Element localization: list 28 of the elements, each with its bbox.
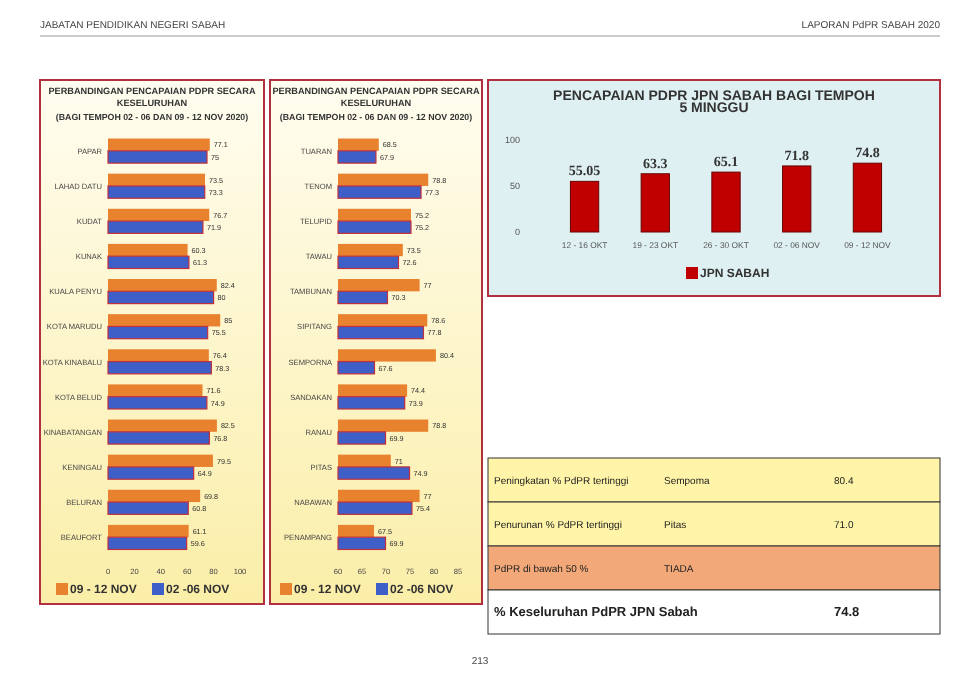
bar xyxy=(107,325,209,340)
bar xyxy=(108,384,203,397)
bar xyxy=(107,150,208,164)
bar xyxy=(569,180,600,233)
bar xyxy=(108,243,188,257)
bar xyxy=(107,360,212,375)
bar xyxy=(107,220,204,234)
bar xyxy=(852,162,883,233)
bar xyxy=(108,279,217,292)
bar xyxy=(640,173,670,233)
bar xyxy=(108,419,217,432)
bar xyxy=(108,454,213,467)
bar xyxy=(108,349,209,362)
bar xyxy=(782,165,812,233)
bar xyxy=(107,431,210,445)
bar xyxy=(108,489,201,503)
bar xyxy=(711,171,741,233)
bar xyxy=(107,536,188,551)
bar xyxy=(107,255,190,270)
bar xyxy=(107,466,195,480)
bar xyxy=(108,208,210,222)
bar xyxy=(107,501,189,515)
bar xyxy=(107,396,208,410)
bar xyxy=(108,138,210,151)
bar xyxy=(107,185,206,199)
bar xyxy=(108,314,221,327)
bar xyxy=(108,524,189,538)
bar xyxy=(107,290,215,305)
